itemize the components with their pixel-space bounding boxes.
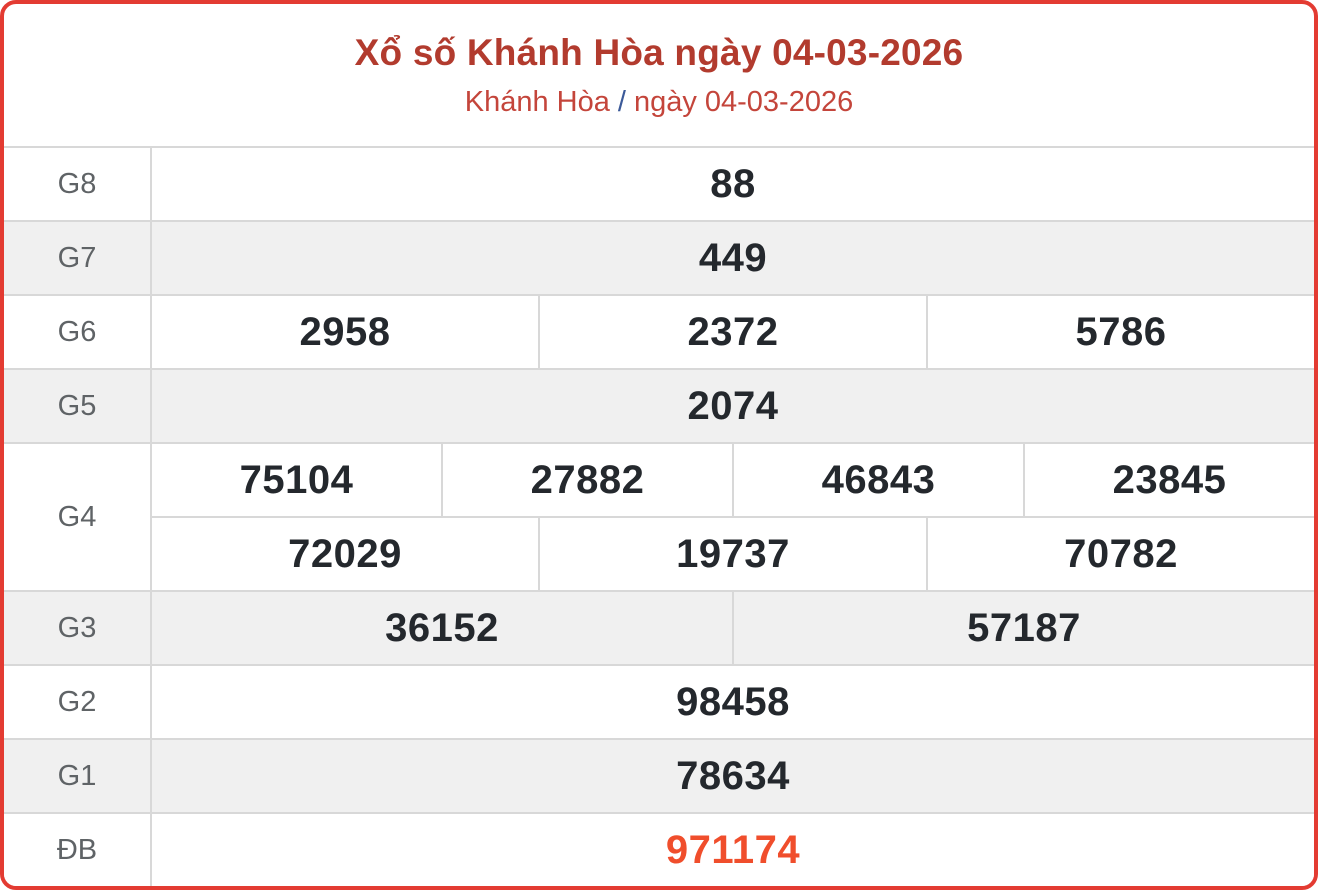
prize-value: 2958 — [299, 309, 391, 354]
prize-label: G5 — [57, 389, 97, 422]
prize-label: G3 — [57, 611, 97, 644]
page-title: Xổ số Khánh Hòa ngày 04-03-2026 — [354, 31, 964, 73]
prize-value: 72029 — [288, 531, 402, 576]
prize-value-area: 36152 57187 — [150, 592, 1314, 664]
prize-value: 5786 — [926, 296, 1314, 368]
prize-label: G4 — [57, 500, 97, 533]
breadcrumb-region-link[interactable]: Khánh Hòa — [464, 85, 610, 118]
table-row: G8 88 — [4, 146, 1314, 220]
table-row: G6 2958 2372 5786 — [4, 294, 1314, 368]
prize-value: 88 — [710, 161, 756, 206]
table-row: G1 78634 — [4, 738, 1314, 812]
prize-value-group: 971174 — [152, 814, 1314, 886]
prize-value-group: 98458 — [152, 666, 1314, 738]
prize-value-area: 449 — [150, 222, 1314, 294]
prize-value-area: 2074 — [150, 370, 1314, 442]
prize-label: G7 — [57, 241, 97, 274]
table-row: G4 75104 27882 46843 23845 72029 19737 70782 — [4, 442, 1314, 590]
table-row: G5 2074 — [4, 368, 1314, 442]
prize-value: 19737 — [538, 518, 926, 590]
prize-value: 75104 — [239, 457, 354, 502]
prize-value-group: 72029 19737 70782 — [152, 516, 1314, 590]
special-prize-value: 971174 — [665, 827, 801, 872]
card-header: Xổ số Khánh Hòa ngày 04-03-2026 Khánh Hò… — [4, 4, 1314, 146]
prize-value-group: 2958 2372 5786 — [152, 296, 1314, 368]
prize-value: 2372 — [538, 296, 926, 368]
prize-value-group: 36152 57187 — [152, 592, 1314, 664]
prize-value: 78634 — [676, 753, 790, 798]
prize-value-area: 971174 — [150, 814, 1314, 886]
table-row: G7 449 — [4, 220, 1314, 294]
prize-value-group: 449 — [152, 222, 1314, 294]
prize-value-group: 88 — [152, 148, 1314, 220]
breadcrumb-date-link[interactable]: ngày 04-03-2026 — [633, 85, 854, 118]
prize-value: 27882 — [441, 444, 732, 516]
prize-value: 23845 — [1023, 444, 1314, 516]
prize-label: G8 — [57, 167, 97, 200]
prize-label: G2 — [57, 685, 97, 718]
prize-value: 2074 — [687, 383, 779, 428]
prize-value: 70782 — [926, 518, 1314, 590]
breadcrumb: Khánh Hòa / ngày 04-03-2026 — [465, 86, 853, 119]
prize-value: 449 — [698, 235, 768, 280]
prize-value-area: 78634 — [150, 740, 1314, 812]
table-row: G3 36152 57187 — [4, 590, 1314, 664]
prize-value-area: 98458 — [150, 666, 1314, 738]
prize-value: 36152 — [385, 605, 499, 650]
prize-label: G1 — [57, 759, 97, 792]
prize-label: G6 — [57, 315, 97, 348]
prize-value-area: 75104 27882 46843 23845 72029 19737 70782 — [150, 444, 1314, 590]
prize-label: ĐB — [56, 833, 98, 866]
prize-value-group: 75104 27882 46843 23845 — [152, 444, 1314, 516]
prize-value-group: 2074 — [152, 370, 1314, 442]
prize-value-area: 88 — [150, 148, 1314, 220]
table-row: G2 98458 — [4, 664, 1314, 738]
prize-value: 46843 — [732, 444, 1023, 516]
prize-value: 57187 — [732, 592, 1314, 664]
table-row: ĐB 971174 — [4, 812, 1314, 886]
prize-value-group: 78634 — [152, 740, 1314, 812]
breadcrumb-separator: / — [617, 85, 626, 118]
prize-value: 98458 — [676, 679, 790, 724]
results-table: G8 88 G7 449 G6 2958 2372 5786 G5 2074 G4 75104 2788… — [4, 146, 1314, 886]
prize-value-area: 2958 2372 5786 — [150, 296, 1314, 368]
